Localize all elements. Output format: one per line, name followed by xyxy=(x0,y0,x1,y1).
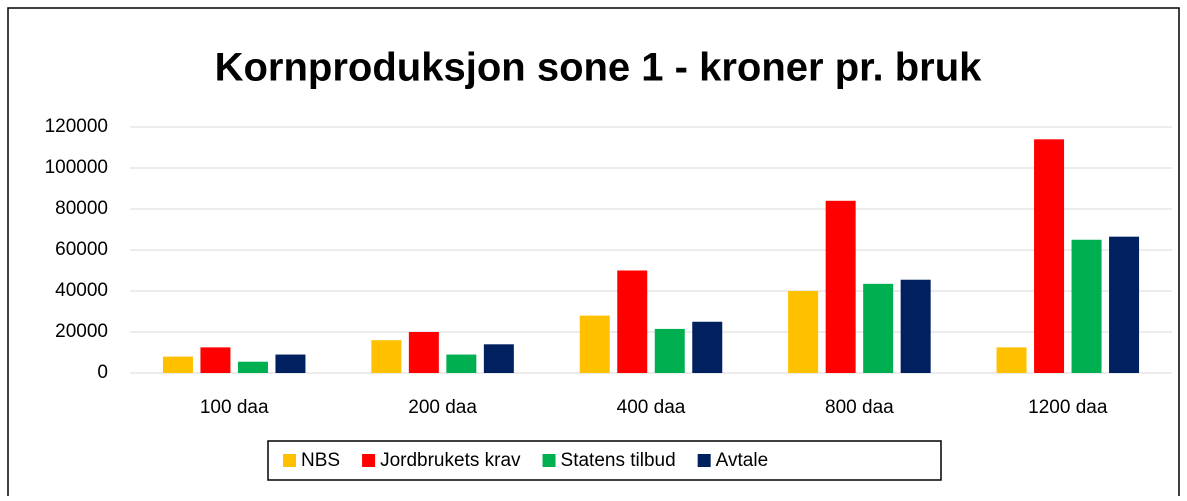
bar xyxy=(1109,236,1140,373)
bar xyxy=(788,291,819,373)
bar xyxy=(200,347,231,373)
y-tick-label: 0 xyxy=(97,362,108,383)
bar xyxy=(1071,239,1102,373)
bar xyxy=(1034,139,1065,373)
bar xyxy=(275,354,306,373)
bar xyxy=(237,361,268,373)
chart-title: Kornproduksjon sone 1 - kroner pr. bruk xyxy=(215,46,983,90)
legend-swatch xyxy=(697,454,711,467)
y-tick-label: 120000 xyxy=(45,116,108,137)
x-tick-label: 800 daa xyxy=(825,397,894,418)
chart-frame xyxy=(7,7,1180,501)
legend-label: Jordbrukets krav xyxy=(380,450,521,471)
bar xyxy=(692,321,723,373)
bar xyxy=(825,200,856,373)
x-tick-label: 200 daa xyxy=(408,397,477,418)
legend-swatch xyxy=(362,454,376,467)
legend-swatch xyxy=(283,454,296,467)
legend-swatch xyxy=(542,454,556,467)
y-tick-label: 20000 xyxy=(55,321,108,342)
x-tick-label: 1200 daa xyxy=(1028,397,1108,418)
x-tick-label: 400 daa xyxy=(617,397,686,418)
x-tick-label: 100 daa xyxy=(200,397,269,418)
bar xyxy=(162,356,193,373)
y-tick-label: 40000 xyxy=(55,280,108,301)
bar xyxy=(654,328,685,373)
bar xyxy=(371,340,402,373)
legend-label: Statens tilbud xyxy=(561,450,676,471)
bar xyxy=(483,344,514,373)
y-tick-label: 60000 xyxy=(55,239,108,260)
legend-label: NBS xyxy=(301,450,340,471)
bar xyxy=(446,354,477,373)
legend-label: Avtale xyxy=(716,450,768,471)
bar xyxy=(900,279,931,373)
bar xyxy=(579,315,610,373)
bar xyxy=(408,332,439,373)
bar xyxy=(996,347,1027,373)
bar xyxy=(863,283,894,373)
y-tick-label: 80000 xyxy=(55,198,108,219)
legend-box xyxy=(267,440,942,481)
y-tick-label: 100000 xyxy=(45,157,108,178)
bar xyxy=(617,270,648,373)
